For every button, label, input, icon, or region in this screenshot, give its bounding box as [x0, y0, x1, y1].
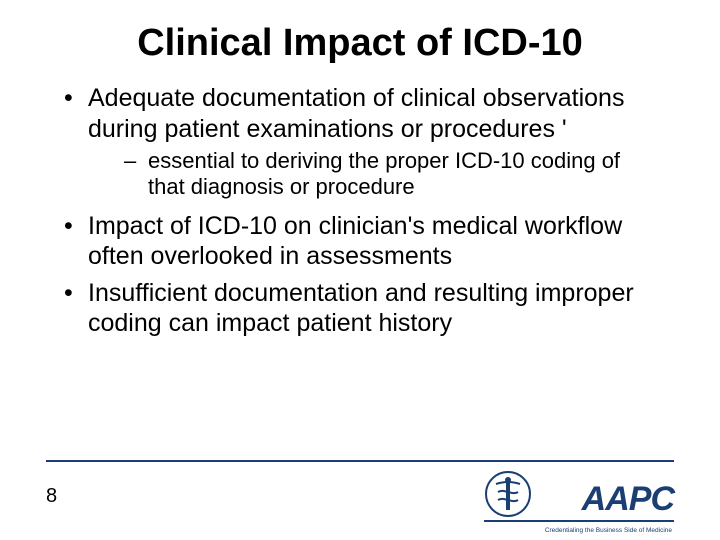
brand-logo: AAPC Credentialing the Business Side of … [484, 466, 674, 522]
bullet-list: Adequate documentation of clinical obser… [58, 83, 662, 339]
footer-divider [46, 460, 674, 462]
bullet-item: Adequate documentation of clinical obser… [58, 83, 662, 201]
page-number: 8 [46, 485, 57, 508]
sub-bullet-text: essential to deriving the proper ICD-10 … [148, 148, 620, 199]
slide-body: Adequate documentation of clinical obser… [0, 65, 720, 339]
bullet-item: Insufficient documentation and resulting… [58, 278, 662, 339]
logo-underline [484, 520, 674, 522]
bullet-item: Impact of ICD-10 on clinician's medical … [58, 211, 662, 272]
logo-tagline: Credentialing the Business Side of Medic… [545, 527, 672, 534]
sub-bullet-item: essential to deriving the proper ICD-10 … [118, 148, 662, 201]
bullet-text: Impact of ICD-10 on clinician's medical … [88, 212, 622, 271]
slide: Clinical Impact of ICD-10 Adequate docum… [0, 0, 720, 540]
sub-bullet-list: essential to deriving the proper ICD-10 … [88, 148, 662, 201]
slide-title: Clinical Impact of ICD-10 [0, 0, 720, 65]
logo-text: AAPC [582, 482, 674, 516]
caduceus-icon [484, 470, 532, 518]
bullet-text: Adequate documentation of clinical obser… [88, 84, 624, 143]
bullet-text: Insufficient documentation and resulting… [88, 279, 634, 338]
